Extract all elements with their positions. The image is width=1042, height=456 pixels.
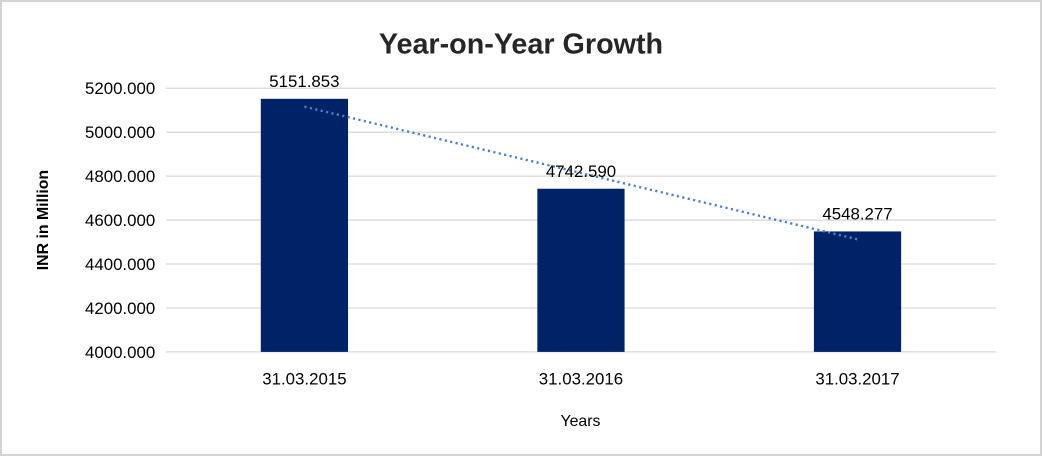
y-axis-tick-label: 4400.000 bbox=[85, 255, 155, 274]
bar bbox=[260, 98, 349, 352]
trendline-layer bbox=[304, 105, 858, 241]
x-axis-title: Years bbox=[561, 413, 601, 430]
x-axis-tick-label: 31.03.2015 bbox=[262, 370, 346, 389]
y-axis-tick-labels: 4000.000 4200.000 4400.000 4600.000 4800.000… bbox=[85, 79, 155, 362]
chart-title: Year-on-Year Growth bbox=[379, 29, 663, 61]
bar-value-label: 4548.277 bbox=[822, 205, 892, 224]
bar bbox=[813, 231, 902, 352]
x-axis-tick-label: 31.03.2016 bbox=[539, 370, 623, 389]
x-axis-tick-labels: 31.03.2015 31.03.2016 31.03.2017 bbox=[262, 370, 899, 389]
y-axis-tick-label: 5000.000 bbox=[85, 123, 155, 142]
y-axis-tick-label: 4200.000 bbox=[85, 299, 155, 318]
y-axis-tick-label: 4800.000 bbox=[85, 167, 155, 186]
bars bbox=[260, 98, 902, 352]
y-axis-tick-label: 5200.000 bbox=[85, 79, 155, 98]
x-axis-tick-label: 31.03.2017 bbox=[815, 370, 899, 389]
trendline bbox=[304, 105, 858, 241]
bar-value-label: 5151.853 bbox=[269, 72, 339, 91]
bar-value-labels: 5151.853 4742.590 4548.277 bbox=[269, 72, 892, 224]
bar-value-label: 4742.590 bbox=[546, 162, 616, 181]
bar bbox=[537, 188, 625, 352]
y-axis-tick-label: 4000.000 bbox=[85, 343, 155, 362]
y-axis-title: INR in Million bbox=[35, 170, 52, 270]
y-axis-tick-label: 4600.000 bbox=[85, 211, 155, 230]
